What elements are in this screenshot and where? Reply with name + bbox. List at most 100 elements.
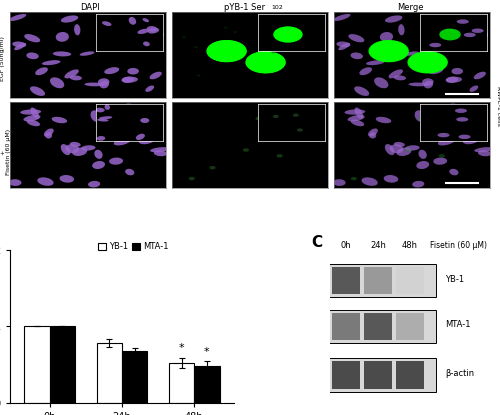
Ellipse shape [254, 56, 277, 68]
FancyBboxPatch shape [332, 267, 359, 294]
Ellipse shape [333, 179, 345, 186]
Ellipse shape [84, 83, 104, 86]
Ellipse shape [122, 77, 138, 83]
Bar [96, 343, 122, 403]
Ellipse shape [136, 132, 151, 139]
Ellipse shape [70, 142, 80, 147]
FancyBboxPatch shape [396, 312, 423, 340]
Ellipse shape [215, 45, 238, 58]
Ellipse shape [214, 44, 240, 59]
Ellipse shape [210, 166, 216, 169]
FancyBboxPatch shape [332, 312, 359, 340]
Ellipse shape [417, 56, 438, 68]
Ellipse shape [144, 126, 156, 133]
Ellipse shape [372, 42, 406, 60]
Ellipse shape [45, 132, 52, 139]
Ellipse shape [208, 41, 246, 62]
Ellipse shape [24, 115, 40, 122]
Ellipse shape [209, 42, 244, 61]
Bar [194, 366, 220, 403]
Ellipse shape [338, 43, 350, 50]
Text: C: C [311, 235, 322, 250]
Ellipse shape [246, 51, 286, 73]
Ellipse shape [114, 138, 131, 145]
Ellipse shape [374, 77, 388, 88]
Bar [50, 326, 75, 403]
Ellipse shape [254, 56, 278, 69]
Ellipse shape [136, 27, 149, 34]
Ellipse shape [414, 55, 440, 69]
Ellipse shape [252, 55, 280, 70]
Ellipse shape [452, 68, 463, 75]
Ellipse shape [410, 53, 445, 72]
Text: 102: 102 [272, 5, 283, 10]
Ellipse shape [247, 52, 284, 73]
Text: DAPI: DAPI [80, 2, 100, 12]
Ellipse shape [125, 169, 134, 175]
Ellipse shape [248, 53, 282, 72]
Ellipse shape [210, 42, 242, 60]
Ellipse shape [188, 177, 195, 180]
Ellipse shape [375, 44, 402, 59]
Ellipse shape [246, 51, 286, 73]
Ellipse shape [385, 15, 402, 23]
Ellipse shape [38, 177, 54, 186]
Ellipse shape [354, 86, 369, 96]
Ellipse shape [373, 42, 404, 60]
Ellipse shape [81, 145, 96, 151]
Ellipse shape [252, 55, 279, 70]
Ellipse shape [390, 144, 404, 153]
Ellipse shape [208, 41, 245, 61]
FancyBboxPatch shape [327, 264, 436, 297]
Ellipse shape [434, 158, 447, 165]
Ellipse shape [26, 120, 40, 126]
FancyBboxPatch shape [327, 358, 436, 392]
Ellipse shape [410, 52, 446, 72]
Ellipse shape [376, 44, 401, 58]
Ellipse shape [276, 154, 283, 158]
Ellipse shape [88, 181, 100, 188]
Ellipse shape [24, 34, 40, 42]
Ellipse shape [446, 77, 458, 83]
Ellipse shape [396, 147, 411, 156]
Ellipse shape [408, 83, 428, 86]
Ellipse shape [150, 147, 170, 152]
Ellipse shape [376, 117, 392, 123]
Ellipse shape [414, 55, 442, 70]
Ellipse shape [438, 154, 445, 158]
Text: YB-1: YB-1 [445, 275, 464, 283]
Ellipse shape [250, 54, 282, 71]
Ellipse shape [468, 126, 480, 133]
Ellipse shape [416, 161, 429, 169]
Ellipse shape [150, 27, 164, 39]
Ellipse shape [123, 133, 134, 140]
Ellipse shape [216, 45, 238, 57]
Ellipse shape [416, 56, 439, 69]
Ellipse shape [211, 43, 242, 60]
Ellipse shape [150, 72, 162, 79]
Ellipse shape [411, 53, 444, 71]
Text: EGF (50ng/ml)
+
Fisetin (60 μM): EGF (50ng/ml) + Fisetin (60 μM) [0, 129, 11, 175]
Legend: YB-1, MTA-1: YB-1, MTA-1 [94, 239, 172, 255]
Ellipse shape [64, 69, 79, 78]
Ellipse shape [138, 136, 155, 144]
Text: RWPE-1 cells: RWPE-1 cells [496, 85, 500, 125]
Ellipse shape [53, 51, 72, 56]
Ellipse shape [351, 177, 357, 180]
Ellipse shape [50, 77, 64, 88]
Ellipse shape [20, 109, 41, 115]
Ellipse shape [98, 78, 110, 86]
Ellipse shape [234, 31, 237, 33]
Text: Merge: Merge [397, 2, 423, 12]
Ellipse shape [378, 45, 400, 57]
Ellipse shape [100, 81, 109, 88]
Ellipse shape [208, 41, 246, 61]
Text: EGF (50ng/ml): EGF (50ng/ml) [0, 37, 5, 81]
Ellipse shape [90, 110, 101, 122]
Ellipse shape [196, 74, 200, 77]
FancyBboxPatch shape [364, 361, 392, 389]
Ellipse shape [446, 77, 462, 83]
Ellipse shape [66, 144, 79, 153]
Ellipse shape [380, 32, 393, 42]
Ellipse shape [210, 42, 243, 60]
